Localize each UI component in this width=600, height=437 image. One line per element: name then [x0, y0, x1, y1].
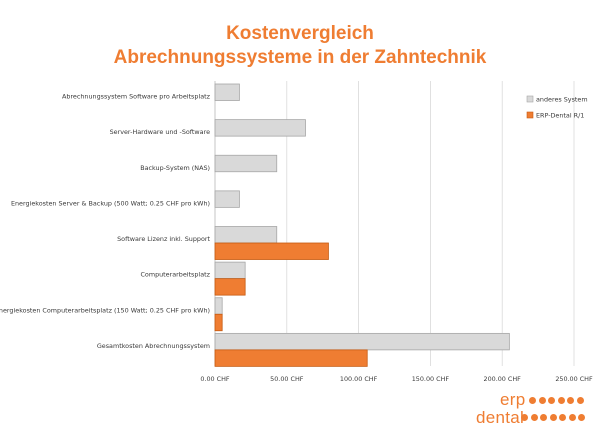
bar-anderes-system [214, 119, 306, 137]
bar-erp-dental [214, 242, 329, 260]
logo-dot [521, 414, 528, 421]
category-label: Software Lizenz inkl. Support [117, 235, 210, 243]
category-label: Computerarbeitsplatz [140, 271, 210, 279]
x-tick-label: 150.00 CHF [412, 375, 450, 383]
bar-anderes-system [214, 332, 510, 351]
bar-erp-dental [214, 313, 223, 332]
legend-swatch-erp-dental [526, 111, 534, 119]
logo-dot [530, 414, 538, 421]
logo-dot [567, 397, 574, 404]
x-tick-label: 0.00 CHF [200, 375, 230, 383]
category-label: Abrechnungssystem Software pro Arbeitspl… [62, 93, 211, 101]
logo-text-dental: dental [476, 408, 525, 427]
bar-erp-dental [214, 349, 368, 367]
logo-dot [568, 414, 576, 421]
bar-anderes-system [214, 297, 223, 315]
category-label: Energiekosten Computerarbeitsplatz (150 … [0, 306, 210, 314]
logo-dot [549, 414, 557, 421]
bar-anderes-system [214, 226, 278, 244]
x-tick-label: 250.00 CHF [555, 375, 593, 383]
bar-anderes-system [214, 154, 278, 173]
logo-dot [538, 397, 546, 404]
chart-title-line1: Kostenvergleich [226, 23, 374, 44]
legend-label-erp-dental: ERP-Dental R/1 [536, 112, 584, 120]
category-label: Energiekosten Server & Backup (500 Watt;… [11, 199, 210, 207]
logo-dot [557, 397, 565, 404]
bar-anderes-system [214, 261, 246, 280]
logo-dot [540, 414, 547, 421]
category-label: Gesamtkosten Abrechnungssystem [97, 342, 210, 350]
x-tick-label: 50.00 CHF [270, 375, 304, 383]
bar-anderes-system [214, 190, 240, 208]
logo-dot [578, 414, 585, 421]
bar-erp-dental [214, 278, 246, 296]
category-label: Server-Hardware und -Software [110, 128, 210, 136]
legend-swatch-anderes-system [526, 95, 534, 103]
logo-text-erp: erp [500, 390, 526, 409]
logo-dot [548, 397, 555, 404]
logo-dot [559, 414, 566, 421]
category-label: Backup-System (NAS) [140, 164, 210, 172]
bar-anderes-system [214, 83, 240, 101]
logo-dot [576, 397, 584, 404]
x-tick-label: 200.00 CHF [484, 375, 522, 383]
logo-dot [529, 397, 536, 404]
x-tick-label: 100.00 CHF [340, 375, 378, 383]
chart-title-line2: Abrechnungssysteme in der Zahntechnik [113, 47, 487, 68]
legend-label-anderes-system: anderes System [536, 96, 588, 104]
